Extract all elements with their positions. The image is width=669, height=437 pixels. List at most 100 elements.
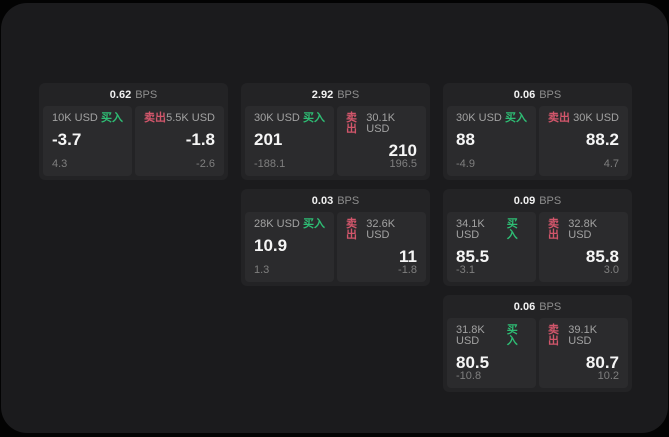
buy-price: 10.9 (254, 236, 288, 255)
sell-side-label: 卖出 (144, 112, 166, 124)
buy-tile[interactable]: 30K USD 买入 201 -188.1 (245, 106, 334, 176)
bps-value: 0.03 (311, 194, 334, 207)
sell-tile-top: 卖出 5.5K USD (144, 113, 215, 124)
buy-tile[interactable]: 34.1K USD 买入 85.5 -3.1 (447, 212, 536, 282)
bps-header: 2.92 BPS (241, 83, 430, 106)
buy-price: -3.7 (52, 130, 82, 149)
sell-tile[interactable]: 卖出 5.5K USD -1.8 -2.6 (135, 106, 224, 176)
buy-side-label: 买入 (506, 218, 518, 241)
bps-suffix: BPS (539, 300, 562, 313)
bps-value: 0.06 (513, 300, 536, 313)
buy-delta: 1.3 (254, 264, 270, 276)
sell-amount-label: 5.5K USD (166, 112, 215, 124)
buy-side-label: 买入 (506, 324, 518, 347)
buy-tile[interactable]: 28K USD 买入 10.9 1.3 (245, 212, 334, 282)
sell-tile[interactable]: 卖出 39.1K USD 80.7 10.2 (539, 318, 628, 388)
buy-side-label: 买入 (303, 112, 325, 124)
buy-amount-label: 31.8K USD (456, 324, 485, 347)
bps-value: 2.92 (311, 88, 334, 101)
sell-delta: 10.2 (597, 370, 619, 382)
buy-delta: -10.8 (456, 370, 482, 382)
sell-tile-top: 卖出 32.6K USD (346, 219, 417, 241)
bps-header: 0.06 BPS (443, 295, 632, 318)
sell-delta: 196.5 (389, 158, 417, 170)
buy-side-label: 买入 (303, 218, 325, 230)
sell-amount-label: 39.1K USD (568, 324, 598, 347)
quote-card-body: 30K USD 买入 201 -188.1 卖出 30.1K USD 210 1… (241, 106, 430, 180)
sell-tile-top: 卖出 30.1K USD (346, 113, 417, 135)
sell-price: 88.2 (585, 130, 619, 149)
sell-tile[interactable]: 卖出 32.8K USD 85.8 3.0 (539, 212, 628, 282)
sell-side-label: 卖出 (548, 218, 559, 241)
buy-tile[interactable]: 31.8K USD 买入 80.5 -10.8 (447, 318, 536, 388)
buy-delta: 4.3 (52, 158, 68, 170)
sell-delta: -1.8 (398, 264, 417, 276)
bps-header: 0.09 BPS (443, 189, 632, 212)
buy-amount-label: 30K USD (456, 112, 502, 124)
buy-tile-top: 10K USD 买入 (52, 113, 123, 124)
quote-card: 0.62 BPS 10K USD 买入 -3.7 4.3 卖出 5.5K USD (39, 83, 228, 180)
sell-delta: 4.7 (603, 158, 619, 170)
sell-tile[interactable]: 卖出 30.1K USD 210 196.5 (337, 106, 426, 176)
sell-price: 210 (388, 141, 417, 160)
sell-tile-top: 卖出 32.8K USD (548, 219, 619, 241)
bps-value: 0.62 (109, 88, 132, 101)
buy-tile-top: 28K USD 买入 (254, 219, 325, 230)
sell-amount-label: 32.8K USD (568, 218, 598, 241)
bps-suffix: BPS (539, 88, 562, 101)
quote-card-body: 28K USD 买入 10.9 1.3 卖出 32.6K USD 11 -1.8 (241, 212, 430, 286)
sell-tile[interactable]: 卖出 32.6K USD 11 -1.8 (337, 212, 426, 282)
sell-price: -1.8 (185, 130, 215, 149)
buy-amount-label: 34.1K USD (456, 218, 485, 241)
buy-price: 85.5 (456, 247, 490, 266)
sell-side-label: 卖出 (548, 112, 570, 124)
sell-price: 80.7 (585, 353, 619, 372)
bps-header: 0.62 BPS (39, 83, 228, 106)
buy-tile-top: 31.8K USD 买入 (456, 325, 527, 347)
buy-amount-label: 30K USD (254, 112, 300, 124)
buy-tile-top: 30K USD 买入 (456, 113, 527, 124)
sell-delta: -2.6 (196, 158, 215, 170)
quote-card: 0.09 BPS 34.1K USD 买入 85.5 -3.1 卖出 32.8K… (443, 189, 632, 286)
quote-card-body: 30K USD 买入 88 -4.9 卖出 30K USD 88.2 4.7 (443, 106, 632, 180)
sell-tile-top: 卖出 39.1K USD (548, 325, 619, 347)
buy-delta: -3.1 (456, 264, 475, 276)
sell-amount-label: 30K USD (573, 112, 619, 124)
bps-value: 0.06 (513, 88, 536, 101)
bps-suffix: BPS (539, 194, 562, 207)
buy-delta: -188.1 (254, 158, 286, 170)
sell-amount-label: 32.6K USD (366, 218, 396, 241)
buy-delta: -4.9 (456, 158, 475, 170)
buy-amount-label: 28K USD (254, 218, 300, 230)
buy-side-label: 买入 (505, 112, 527, 124)
bps-suffix: BPS (135, 88, 158, 101)
app-panel: 0.62 BPS 10K USD 买入 -3.7 4.3 卖出 5.5K USD (1, 3, 668, 433)
sell-tile[interactable]: 卖出 30K USD 88.2 4.7 (539, 106, 628, 176)
buy-tile[interactable]: 30K USD 买入 88 -4.9 (447, 106, 536, 176)
buy-price: 201 (254, 130, 283, 149)
quote-card-body: 31.8K USD 买入 80.5 -10.8 卖出 39.1K USD 80.… (443, 318, 632, 392)
quote-card: 0.03 BPS 28K USD 买入 10.9 1.3 卖出 32.6K US… (241, 189, 430, 286)
sell-amount-label: 30.1K USD (366, 112, 396, 135)
sell-side-label: 卖出 (346, 218, 357, 241)
bps-suffix: BPS (337, 88, 360, 101)
buy-price: 80.5 (456, 353, 490, 372)
sell-price: 11 (399, 247, 417, 266)
sell-delta: 3.0 (603, 264, 619, 276)
buy-tile[interactable]: 10K USD 买入 -3.7 4.3 (43, 106, 132, 176)
quote-card: 0.06 BPS 31.8K USD 买入 80.5 -10.8 卖出 39.1… (443, 295, 632, 392)
quote-cards-grid: 0.62 BPS 10K USD 买入 -3.7 4.3 卖出 5.5K USD (39, 83, 632, 392)
quote-card-body: 10K USD 买入 -3.7 4.3 卖出 5.5K USD -1.8 -2.… (39, 106, 228, 180)
quote-card: 2.92 BPS 30K USD 买入 201 -188.1 卖出 30.1K … (241, 83, 430, 180)
bps-header: 0.06 BPS (443, 83, 632, 106)
buy-tile-top: 30K USD 买入 (254, 113, 325, 124)
quote-card-body: 34.1K USD 买入 85.5 -3.1 卖出 32.8K USD 85.8… (443, 212, 632, 286)
buy-side-label: 买入 (101, 112, 123, 124)
bps-suffix: BPS (337, 194, 360, 207)
sell-tile-top: 卖出 30K USD (548, 113, 619, 124)
buy-tile-top: 34.1K USD 买入 (456, 219, 527, 241)
sell-side-label: 卖出 (346, 112, 357, 135)
sell-price: 85.8 (585, 247, 619, 266)
buy-price: 88 (456, 130, 475, 149)
sell-side-label: 卖出 (548, 324, 559, 347)
